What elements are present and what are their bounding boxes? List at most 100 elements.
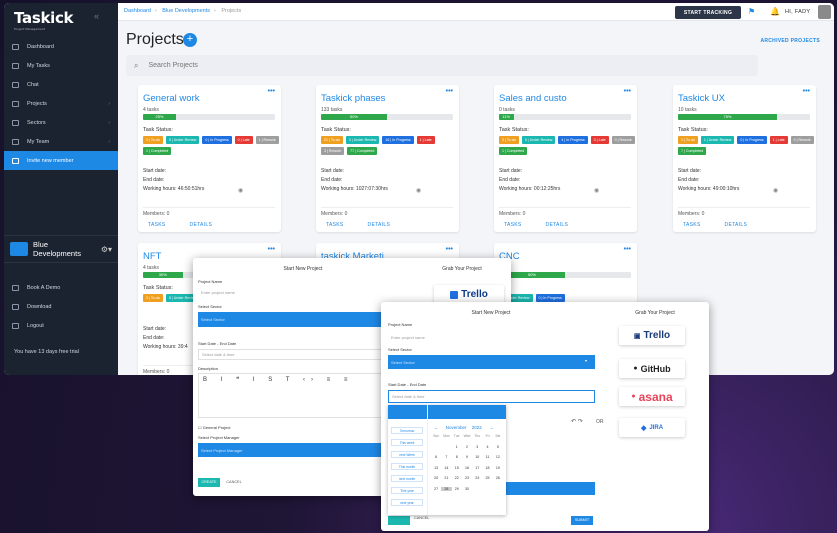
status-badge[interactable]: 0 | In Progress xyxy=(202,136,232,144)
status-badge[interactable]: 3 | Rework xyxy=(321,147,345,155)
status-badge[interactable]: 21 | To-do xyxy=(321,136,343,144)
calendar-day[interactable]: 19 xyxy=(495,465,500,470)
calendar-day[interactable]: 3 xyxy=(476,444,479,449)
status-badge[interactable]: 0 | Under Review xyxy=(165,136,200,144)
tasks-link[interactable]: TASKS xyxy=(683,222,701,228)
status-badge[interactable]: 0 | Rework xyxy=(611,136,635,144)
project-title[interactable]: Taskick phases xyxy=(321,93,386,104)
quick-range-option[interactable]: This month xyxy=(391,463,423,470)
calendar-day[interactable]: 18 xyxy=(485,465,490,470)
sector-select[interactable]: Select Sector xyxy=(388,355,595,369)
sidebar-item-book-a-demo[interactable]: Book A Demo xyxy=(4,278,118,297)
status-badge[interactable]: 0 | Late xyxy=(234,136,253,144)
calendar-day[interactable]: 4 xyxy=(486,444,489,449)
calendar-day[interactable]: 12 xyxy=(495,455,500,460)
dates-input[interactable]: Select date & time xyxy=(388,390,595,403)
sidebar-item-logout[interactable]: Logout xyxy=(4,316,118,335)
status-badge[interactable]: 1 | To-do xyxy=(678,136,698,144)
status-badge[interactable]: 3 | Under Review xyxy=(345,136,380,144)
trello-integration-button[interactable]: ▣ Trello xyxy=(619,326,685,345)
breadcrumb-dashboard[interactable]: Dashboard xyxy=(124,8,151,14)
sidebar-item-invite-new-member[interactable]: Invite new member xyxy=(4,151,118,170)
trello-integration-button[interactable]: Trello xyxy=(434,285,504,304)
quick-range-option[interactable]: This year xyxy=(391,487,423,494)
manager-select[interactable]: Select Project Manager xyxy=(198,443,408,457)
manager-select[interactable] xyxy=(506,482,595,495)
calendar-day[interactable]: 16 xyxy=(464,465,469,470)
cancel-button[interactable]: CANCEL xyxy=(226,480,242,484)
project-title[interactable]: taskick Marketi xyxy=(321,251,384,262)
details-link[interactable]: DETAILS xyxy=(545,222,569,228)
calendar-day[interactable]: 30 xyxy=(464,486,469,491)
status-badge[interactable]: 3 | To-do xyxy=(143,136,163,144)
more-options-icon[interactable]: ••• xyxy=(267,88,275,95)
gear-icon[interactable]: ⚙▾ xyxy=(100,244,112,254)
eye-icon[interactable]: ◉ xyxy=(594,188,600,194)
status-badge[interactable]: 0 | In Progress xyxy=(535,294,565,302)
dates-input[interactable]: Select date & time xyxy=(198,349,408,360)
sidebar-item-chat[interactable]: Chat xyxy=(4,75,118,94)
asana-integration-button[interactable]: ● asana xyxy=(619,387,685,406)
more-options-icon[interactable]: ••• xyxy=(802,88,810,95)
status-badge[interactable]: 3 | Late xyxy=(590,136,609,144)
sector-selector[interactable]: Blue Developments ⚙▾ xyxy=(4,235,118,263)
more-options-icon[interactable]: ••• xyxy=(445,88,453,95)
jira-integration-button[interactable]: ◆ JIRA xyxy=(619,418,685,437)
calendar-day[interactable]: 5 xyxy=(496,444,499,449)
general-project-checkbox[interactable]: ☐ General Project xyxy=(198,425,231,430)
start-tracking-button[interactable]: START TRACKING xyxy=(675,6,741,19)
calendar-day[interactable]: 26 xyxy=(495,476,500,481)
status-badge[interactable]: 1 | Late xyxy=(769,136,788,144)
calendar-day[interactable]: 11 xyxy=(485,455,490,460)
calendar-day[interactable]: 6 xyxy=(435,455,438,460)
calendar-day[interactable]: 17 xyxy=(475,465,480,470)
calendar-day[interactable]: 23 xyxy=(464,476,469,481)
sidebar-item-projects[interactable]: Projects › xyxy=(4,94,118,113)
calendar-day[interactable]: 29 xyxy=(454,486,459,491)
archived-projects-link[interactable]: ARCHIVED PROJECTS xyxy=(760,38,820,44)
prev-month-icon[interactable]: ← xyxy=(434,425,439,430)
calendar-day[interactable]: 20 xyxy=(434,476,439,481)
calendar-day[interactable]: 21 xyxy=(444,476,449,481)
month-label[interactable]: November xyxy=(445,425,467,430)
create-button[interactable] xyxy=(388,516,410,525)
status-badge[interactable]: 1 | Late xyxy=(416,136,435,144)
collapse-sidebar-icon[interactable]: « xyxy=(94,11,100,21)
tasks-link[interactable]: TASKS xyxy=(326,222,344,228)
cancel-button[interactable]: CANCEL xyxy=(414,516,430,520)
project-title[interactable]: NFT xyxy=(143,251,162,262)
calendar-day[interactable]: 27 xyxy=(434,486,439,491)
calendar-day[interactable]: 15 xyxy=(454,465,459,470)
breadcrumb-sector[interactable]: Blue Developments xyxy=(162,8,210,14)
status-badge[interactable]: 16 | In Progress xyxy=(382,136,414,144)
create-button[interactable]: CREATE xyxy=(198,478,220,487)
project-name-input[interactable]: Enter project name xyxy=(391,334,425,340)
status-badge[interactable]: 1 | Under Review xyxy=(499,294,533,302)
status-badge[interactable]: 1 | Rework xyxy=(255,136,279,144)
github-integration-button[interactable]: ● GitHub xyxy=(619,359,685,378)
details-link[interactable]: DETAILS xyxy=(724,222,748,228)
details-link[interactable]: DETAILS xyxy=(189,222,213,228)
calendar-day[interactable]: 7 xyxy=(445,455,448,460)
user-greeting[interactable]: HI, FADY xyxy=(785,9,811,15)
sidebar-item-my-tasks[interactable]: My Tasks xyxy=(4,56,118,75)
eye-icon[interactable]: ◉ xyxy=(416,188,422,194)
flag-icon[interactable]: ⚑ xyxy=(748,7,756,16)
calendar-day[interactable]: 1 xyxy=(455,444,458,449)
sidebar-item-sectors[interactable]: Sectors › xyxy=(4,113,118,132)
quick-range-option[interactable]: This week xyxy=(391,439,423,446)
submit-button[interactable]: SUBMIT xyxy=(571,516,593,525)
status-badge[interactable]: 3 | To-do xyxy=(143,294,163,302)
sector-select[interactable]: Select Sector xyxy=(198,312,408,327)
calendar-day[interactable]: 25 xyxy=(485,476,490,481)
sidebar-item-dashboard[interactable]: Dashboard xyxy=(4,37,118,56)
calendar-day[interactable]: 22 xyxy=(454,476,459,481)
sidebar-item-download[interactable]: Download xyxy=(4,297,118,316)
quick-range-option[interactable]: next month xyxy=(391,475,423,482)
calendar-day[interactable]: 2 xyxy=(465,444,468,449)
more-options-icon[interactable]: ••• xyxy=(623,246,631,253)
tasks-link[interactable]: TASKS xyxy=(148,222,166,228)
app-logo[interactable]: Taskick Project Management xyxy=(14,9,74,31)
search-input[interactable] xyxy=(148,62,449,69)
sidebar-item-my-team[interactable]: My Team › xyxy=(4,132,118,151)
